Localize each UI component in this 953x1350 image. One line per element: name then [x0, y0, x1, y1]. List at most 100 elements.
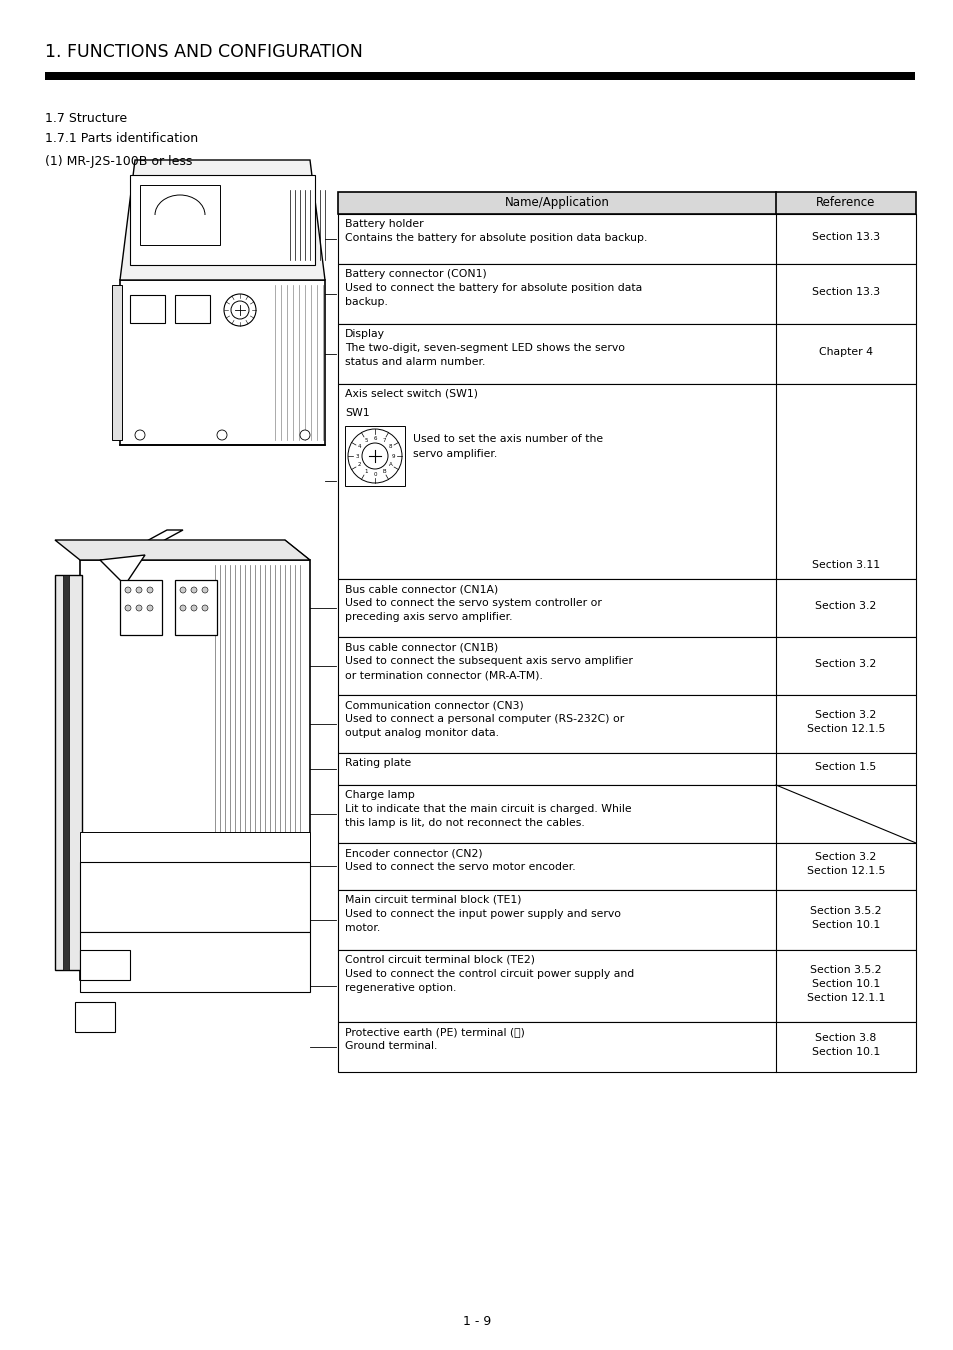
Text: Section 3.2: Section 3.2: [815, 601, 876, 612]
Polygon shape: [100, 555, 145, 585]
Bar: [337, 784, 915, 842]
Bar: [337, 753, 915, 784]
Circle shape: [231, 301, 249, 319]
Bar: [45, 72, 914, 80]
Circle shape: [125, 587, 131, 593]
Text: Used to connect the servo motor encoder.: Used to connect the servo motor encoder.: [345, 863, 575, 872]
Circle shape: [147, 605, 152, 612]
Bar: [80, 832, 310, 863]
Text: 1.7 Structure: 1.7 Structure: [45, 112, 127, 126]
Text: preceding axis servo amplifier.: preceding axis servo amplifier.: [345, 612, 512, 622]
Circle shape: [180, 587, 186, 593]
Text: Battery connector (CON1): Battery connector (CON1): [345, 269, 486, 279]
Bar: [337, 637, 915, 695]
Circle shape: [224, 294, 255, 325]
Text: Rating plate: Rating plate: [345, 757, 411, 768]
Text: Section 3.11: Section 3.11: [811, 560, 879, 570]
Text: SW1: SW1: [345, 408, 369, 418]
Text: 1.7.1 Parts identification: 1.7.1 Parts identification: [45, 132, 198, 144]
Text: Used to connect the servo system controller or: Used to connect the servo system control…: [345, 598, 601, 608]
Text: this lamp is lit, do not reconnect the cables.: this lamp is lit, do not reconnect the c…: [345, 818, 584, 828]
Text: backup.: backup.: [345, 297, 388, 306]
Text: Section 1.5: Section 1.5: [815, 761, 876, 772]
Text: A: A: [388, 463, 392, 467]
Bar: [63, 575, 69, 971]
Text: Battery holder: Battery holder: [345, 219, 423, 230]
Text: Section 3.2: Section 3.2: [815, 710, 876, 720]
Text: 1. FUNCTIONS AND CONFIGURATION: 1. FUNCTIONS AND CONFIGURATION: [45, 43, 362, 61]
Text: 7: 7: [382, 437, 385, 443]
Polygon shape: [55, 540, 310, 560]
Text: Section 12.1.5: Section 12.1.5: [806, 724, 884, 734]
Circle shape: [299, 431, 310, 440]
Polygon shape: [120, 161, 325, 279]
Bar: [130, 176, 314, 265]
Text: 6: 6: [373, 436, 376, 440]
Text: Used to set the axis number of the: Used to set the axis number of the: [413, 433, 602, 444]
Bar: [120, 580, 162, 634]
Bar: [345, 427, 405, 486]
Bar: [337, 324, 915, 383]
Bar: [80, 931, 310, 992]
Circle shape: [125, 605, 131, 612]
Circle shape: [136, 605, 142, 612]
Text: Contains the battery for absolute position data backup.: Contains the battery for absolute positi…: [345, 234, 647, 243]
Text: Chapter 4: Chapter 4: [818, 347, 872, 356]
Bar: [75, 1002, 115, 1031]
Text: servo amplifier.: servo amplifier.: [413, 450, 497, 459]
Text: Used to connect a personal computer (RS-232C) or: Used to connect a personal computer (RS-…: [345, 714, 623, 724]
Text: status and alarm number.: status and alarm number.: [345, 356, 485, 367]
Bar: [337, 192, 915, 215]
Text: Section 3.2: Section 3.2: [815, 659, 876, 670]
Circle shape: [147, 587, 152, 593]
Text: Communication connector (CN3): Communication connector (CN3): [345, 701, 523, 710]
Text: 2: 2: [357, 463, 361, 467]
Text: Section 10.1: Section 10.1: [811, 919, 880, 930]
Text: B: B: [382, 468, 385, 474]
Text: Lit to indicate that the main circuit is charged. While: Lit to indicate that the main circuit is…: [345, 805, 631, 814]
Text: Bus cable connector (CN1A): Bus cable connector (CN1A): [345, 585, 497, 594]
Text: Used to connect the subsequent axis servo amplifier: Used to connect the subsequent axis serv…: [345, 656, 632, 666]
Text: Encoder connector (CN2): Encoder connector (CN2): [345, 848, 482, 859]
Circle shape: [348, 429, 401, 483]
Text: Section 3.2: Section 3.2: [815, 852, 876, 863]
Text: 3: 3: [355, 454, 358, 459]
Text: Charge lamp: Charge lamp: [345, 790, 415, 801]
Text: Bus cable connector (CN1B): Bus cable connector (CN1B): [345, 643, 497, 652]
Text: 0: 0: [373, 471, 376, 477]
Text: or termination connector (MR-A-TM).: or termination connector (MR-A-TM).: [345, 670, 542, 680]
Bar: [337, 265, 915, 324]
Bar: [337, 890, 915, 950]
Bar: [337, 579, 915, 637]
Text: Section 10.1: Section 10.1: [811, 1048, 880, 1057]
Bar: [337, 215, 915, 265]
Polygon shape: [104, 531, 183, 610]
Bar: [80, 560, 310, 980]
Text: Section 12.1.5: Section 12.1.5: [806, 865, 884, 876]
Text: Axis select switch (SW1): Axis select switch (SW1): [345, 389, 477, 400]
Bar: [130, 296, 165, 323]
Text: (1) MR-J2S-100B or less: (1) MR-J2S-100B or less: [45, 155, 193, 167]
Bar: [55, 575, 82, 971]
Text: Ground terminal.: Ground terminal.: [345, 1041, 436, 1052]
Text: output analog monitor data.: output analog monitor data.: [345, 728, 498, 738]
Text: 1: 1: [364, 468, 367, 474]
Bar: [337, 695, 915, 753]
Text: regenerative option.: regenerative option.: [345, 983, 456, 994]
Text: Used to connect the input power supply and servo: Used to connect the input power supply a…: [345, 909, 620, 919]
Text: 8: 8: [389, 444, 392, 450]
Bar: [337, 950, 915, 1022]
Bar: [174, 580, 216, 634]
Bar: [80, 863, 310, 931]
Text: Section 3.5.2: Section 3.5.2: [809, 965, 881, 975]
Text: Control circuit terminal block (TE2): Control circuit terminal block (TE2): [345, 954, 535, 965]
Circle shape: [180, 605, 186, 612]
Bar: [174, 296, 210, 323]
Text: Protective earth (PE) terminal (ⓔ): Protective earth (PE) terminal (ⓔ): [345, 1027, 524, 1037]
Bar: [112, 285, 122, 440]
Text: 4: 4: [357, 444, 361, 450]
Text: Display: Display: [345, 329, 385, 339]
Text: Section 13.3: Section 13.3: [811, 288, 879, 297]
Bar: [140, 185, 220, 244]
Text: Reference: Reference: [816, 196, 875, 209]
